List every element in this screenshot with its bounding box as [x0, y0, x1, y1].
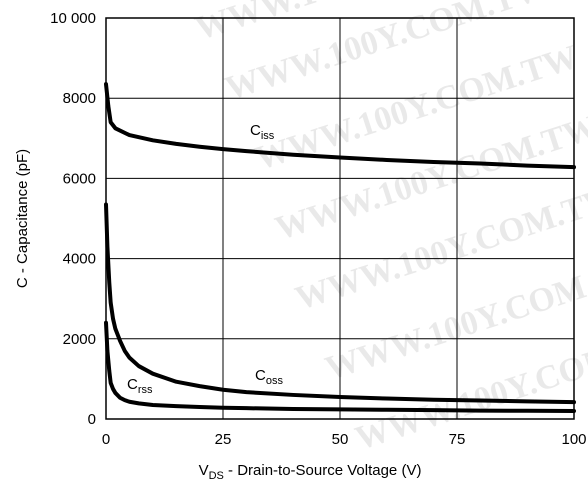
series-line-ciss	[104, 82, 576, 170]
x-tick-label: 0	[102, 431, 110, 448]
series-line-crss	[104, 320, 576, 413]
y-axis-label: C - Capacitance (pF)	[14, 149, 31, 288]
series-label-subscript: iss	[261, 130, 275, 142]
series-label-main: C	[127, 376, 138, 393]
gridlines	[106, 18, 574, 419]
series-label-crss: Crss	[127, 376, 153, 396]
series-label-ciss: Ciss	[250, 122, 275, 142]
x-axis-label-rest: - Drain-to-Source Voltage (V)	[224, 462, 422, 479]
y-tick-label: 4000	[63, 251, 96, 268]
y-tick-label: 6000	[63, 170, 96, 187]
x-axis-label-main: V	[199, 462, 209, 479]
series-label-subscript: rss	[138, 384, 153, 396]
series-curves	[104, 82, 576, 413]
series-label-main: C	[255, 367, 266, 384]
series-line-coss	[104, 202, 576, 405]
y-tick-label: 8000	[63, 90, 96, 107]
x-axis-label: VDS - Drain-to-Source Voltage (V)	[199, 462, 422, 482]
y-tick-label: 0	[88, 411, 96, 428]
x-tick-label: 25	[215, 431, 232, 448]
series-label-subscript: oss	[266, 375, 284, 387]
y-tick-label: 2000	[63, 331, 96, 348]
series-label-coss: Coss	[255, 367, 283, 387]
x-tick-label: 100	[561, 431, 586, 448]
watermark-layer: WWW.100Y.COM.TWWWW.100Y.COM.TWWWW.100Y.C…	[191, 0, 588, 458]
x-axis-label-subscript: DS	[209, 470, 224, 482]
y-tick-label: 10 000	[50, 10, 96, 27]
x-tick-label: 75	[449, 431, 466, 448]
series-label-main: C	[250, 122, 261, 139]
y-axis-ticks: 0 2000 4000 6000 8000 10 000	[50, 10, 96, 428]
x-tick-label: 50	[332, 431, 349, 448]
x-axis-ticks: 0 25 50 75 100	[102, 431, 587, 448]
